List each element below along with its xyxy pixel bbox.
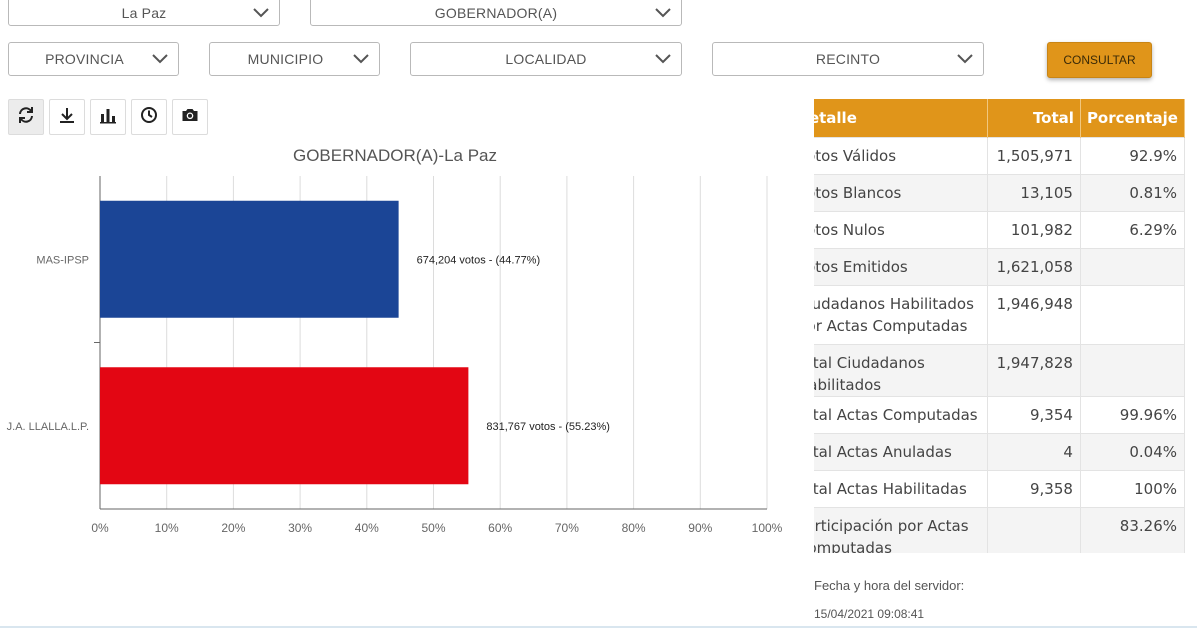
data-label: 674,204 votos - (44.77%): [417, 254, 541, 266]
bar-1[interactable]: [100, 367, 469, 485]
locality-select[interactable]: LOCALIDAD: [410, 42, 682, 76]
x-tick-label: 80%: [622, 521, 646, 535]
chevron-down-icon: [655, 8, 671, 18]
precinct-select[interactable]: RECINTO: [712, 42, 984, 76]
x-tick-label: 10%: [155, 521, 179, 535]
camera-icon: [181, 106, 199, 129]
table-row: Ciudadanos Habilitados por Actas Computa…: [814, 284, 1185, 345]
header-detail: Detalle: [814, 99, 989, 137]
x-tick-label: 70%: [555, 521, 579, 535]
x-tick-label: 60%: [488, 521, 512, 535]
server-time-label: Fecha y hora del servidor:: [814, 578, 965, 593]
table-cell-detail: Total Actas Computadas: [814, 395, 989, 434]
position-select[interactable]: GOBERNADOR(A): [310, 0, 682, 26]
table-cell-total: [987, 506, 1081, 553]
position-select-value: GOBERNADOR(A): [434, 5, 558, 21]
x-tick-label: 20%: [221, 521, 245, 535]
refresh-icon: [17, 106, 35, 129]
precinct-select-value: RECINTO: [815, 51, 881, 67]
table-cell-total: 1,621,058: [987, 247, 1081, 286]
table-cell-total: 1,947,828: [987, 343, 1081, 397]
province-select[interactable]: PROVINCIA: [8, 42, 179, 76]
x-tick-label: 100%: [752, 521, 783, 535]
header-percent: Porcentaje: [1080, 99, 1185, 137]
x-tick-label: 50%: [421, 521, 445, 535]
municipality-select[interactable]: MUNICIPIO: [209, 42, 380, 76]
table-cell-total: 101,982: [987, 210, 1081, 249]
x-tick-label: 40%: [355, 521, 379, 535]
table-cell-detail: Votos Blancos: [814, 173, 989, 212]
chevron-down-icon: [655, 54, 671, 64]
divider: [0, 626, 1197, 628]
table-cell-percent: [1079, 247, 1185, 286]
table-cell-percent: 92.9%: [1079, 136, 1185, 175]
category-label: J.A. LLALLA.L.P.: [7, 421, 89, 433]
server-time-value: 15/04/2021 09:08:41: [814, 607, 925, 621]
clock-icon: [140, 106, 158, 129]
chart-title: GOBERNADOR(A)-La Paz: [293, 146, 497, 165]
header-total: Total: [987, 99, 1081, 137]
table-cell-total: 1,505,971: [987, 136, 1081, 175]
table-cell-detail: Votos Nulos: [814, 210, 989, 249]
download-icon: [58, 106, 76, 129]
refresh-button[interactable]: [8, 99, 44, 135]
table-cell-percent: 83.26%: [1079, 506, 1185, 553]
table-cell-percent: 6.29%: [1079, 210, 1185, 249]
x-tick-label: 0%: [91, 521, 109, 535]
bar-0[interactable]: [100, 200, 399, 318]
table-row: Total Actas Computadas 9,354 99.96%: [814, 395, 1185, 434]
data-label: 831,767 votos - (55.23%): [486, 421, 610, 433]
table-cell-total: 13,105: [987, 173, 1081, 212]
table-cell-percent: 100%: [1079, 469, 1185, 508]
results-table: Detalle Total Porcentaje Votos Válidos1,…: [814, 99, 1185, 553]
chevron-down-icon: [957, 54, 973, 64]
chevron-down-icon: [152, 54, 168, 64]
category-label: MAS-IPSP: [36, 254, 89, 266]
province-select-value: PROVINCIA: [45, 51, 124, 67]
download-button[interactable]: [49, 99, 85, 135]
screenshot-button[interactable]: [172, 99, 208, 135]
table-cell-total: 9,354: [987, 395, 1081, 434]
x-tick-label: 90%: [688, 521, 712, 535]
table-cell-percent: 99.96%: [1079, 395, 1185, 434]
table-cell-percent: 0.04%: [1079, 432, 1185, 471]
results-chart: GOBERNADOR(A)-La Paz MAS-IPSP J.A. LLALLA…: [0, 140, 800, 550]
bar-chart-icon: [99, 106, 117, 129]
table-cell-percent: [1079, 284, 1185, 345]
chevron-down-icon: [353, 54, 369, 64]
table-row: Participación por Actas Computadas 83.26%: [814, 506, 1185, 553]
table-cell-detail: Votos Emitidos: [814, 247, 989, 286]
bar-chart-button[interactable]: [90, 99, 126, 135]
chevron-down-icon: [253, 8, 269, 18]
history-button[interactable]: [131, 99, 167, 135]
table-cell-total: 1,946,948: [987, 284, 1081, 345]
table-cell-detail: Total Actas Anuladas: [814, 432, 989, 471]
department-select-value: La Paz: [121, 5, 167, 21]
bar-chart: GOBERNADOR(A)-La Paz MAS-IPSP J.A. LLALLA…: [7, 146, 783, 535]
table-cell-detail: Total Actas Habilitadas: [814, 469, 989, 508]
municipality-select-value: MUNICIPIO: [247, 51, 324, 67]
table-cell-detail: Votos Válidos: [814, 136, 989, 175]
consult-button[interactable]: CONSULTAR: [1047, 42, 1152, 78]
table-cell-total: 9,358: [987, 469, 1081, 508]
table-cell-detail: Participación por Actas Computadas: [814, 506, 989, 553]
locality-select-value: LOCALIDAD: [505, 51, 587, 67]
table-cell-detail: Total Ciudadanos Habilitados: [814, 343, 989, 397]
table-cell-total: 4: [987, 432, 1081, 471]
table-cell-percent: 0.81%: [1079, 173, 1185, 212]
table-row: Total Ciudadanos Habilitados1,947,828: [814, 343, 1185, 397]
table-cell-percent: [1079, 343, 1185, 397]
table-cell-detail: Ciudadanos Habilitados por Actas Computa…: [814, 284, 989, 345]
department-select[interactable]: La Paz: [8, 0, 280, 26]
x-tick-label: 30%: [288, 521, 312, 535]
